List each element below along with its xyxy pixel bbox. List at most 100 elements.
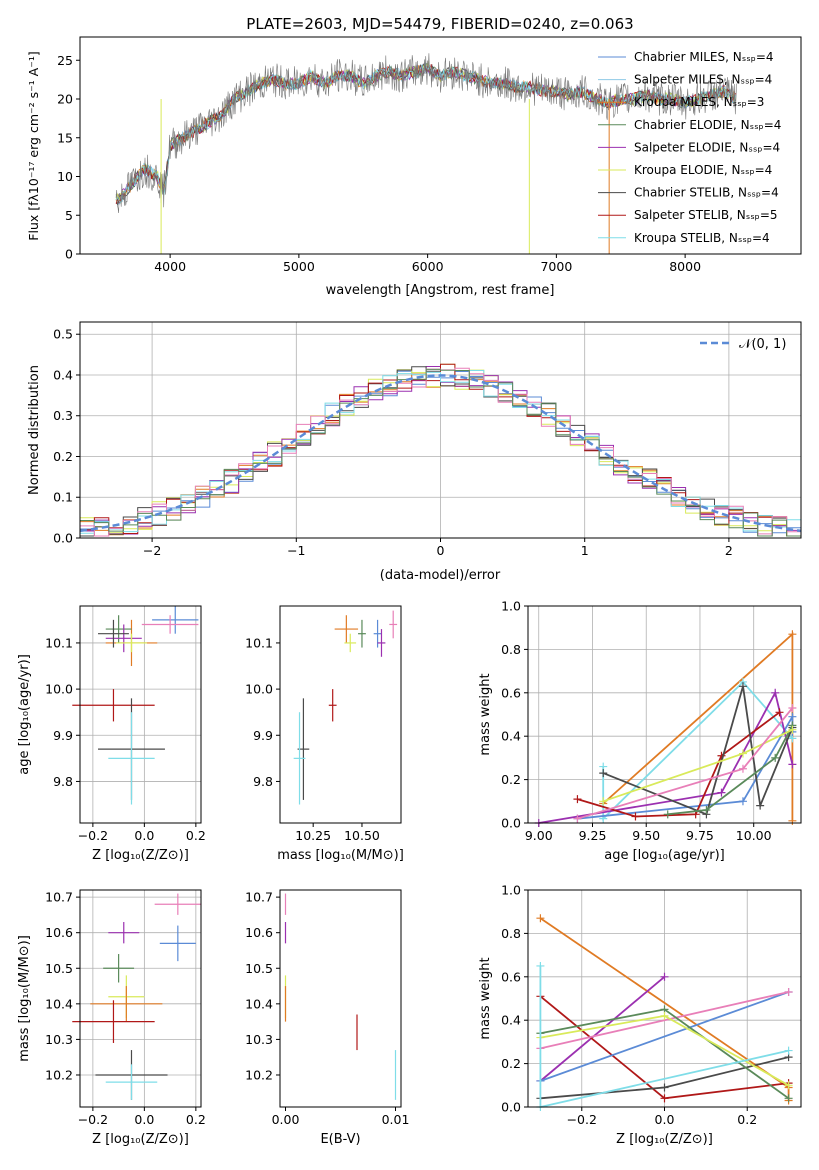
mass-weight-vs-age-panel: 9.00 9.25 9.50 9.75 10.00 0.0 0.2 0.4 0.6 0.8 1.0 a… — [478, 599, 802, 863]
y-tick-label: 10.0 — [245, 682, 273, 697]
panel-xlabel: Z [log₁₀(Z/Z⊙)] — [92, 848, 189, 863]
x-tick-label: 8000 — [669, 259, 701, 274]
age-vs-mass-panel: 10.25 10.50 9.8 9.9 10.0 10.1 mass [log₁₀(M/M⊙… — [245, 605, 404, 863]
mass-weight-marker — [738, 797, 747, 806]
x-tick-label: 5000 — [283, 259, 315, 274]
mass-weight-marker — [784, 1081, 793, 1090]
x-tick-label: −0.2 — [78, 828, 108, 843]
mass-weight-marker — [599, 769, 608, 778]
mass-weight-marker — [717, 788, 726, 797]
y-tick-label: 0.6 — [501, 969, 521, 984]
model-spectrum-line — [115, 64, 736, 205]
legend-entry: Salpeter MILES, Nₛₛₚ=4 — [634, 73, 772, 87]
spectrum-ylabel: Flux [fλ10⁻¹⁷ erg cm⁻² s⁻¹ A⁻¹] — [26, 51, 41, 240]
spectrum-frame — [79, 36, 802, 255]
panel-xlabel: Z [log₁₀(Z/Z⊙)] — [92, 1132, 189, 1147]
y-tick-label: 0 — [65, 247, 73, 262]
x-tick-label: 4000 — [154, 259, 186, 274]
mass-weight-line — [602, 632, 794, 821]
x-tick-label: −0.2 — [567, 1112, 597, 1127]
data-spectrum-line — [115, 53, 737, 214]
y-tick-label: 0.3 — [53, 408, 73, 423]
spectrum-title: PLATE=2603, MJD=54479, FIBERID=0240, z=0… — [246, 15, 633, 33]
mass-weight-marker — [660, 1083, 669, 1092]
y-tick-label: 9.9 — [253, 728, 273, 743]
y-tick-label: 9.8 — [53, 774, 73, 789]
y-tick-label: 0.2 — [53, 449, 73, 464]
x-tick-label: 1 — [581, 543, 589, 558]
x-tick-label: 9.00 — [525, 828, 553, 843]
x-tick-label: 0.01 — [382, 1112, 410, 1127]
y-tick-label: 10.5 — [245, 961, 273, 976]
x-tick-label: 10.50 — [344, 828, 380, 843]
y-tick-label: 10.4 — [245, 996, 273, 1011]
panel-frame — [527, 605, 802, 824]
panel-xlabel: mass [log₁₀(M/M⊙)] — [277, 848, 404, 863]
mass-weight-marker — [788, 712, 797, 721]
x-tick-label: 9.75 — [686, 828, 714, 843]
mass-weight-line — [540, 991, 789, 1050]
y-tick-label: 0.4 — [501, 1013, 521, 1028]
panel-ylabel: mass [log₁₀(M/M⊙)] — [17, 935, 32, 1062]
legend-entry: Kroupa MILES, Nₛₛₚ=3 — [634, 95, 764, 109]
x-tick-label: 0.0 — [134, 828, 154, 843]
y-tick-label: 10.4 — [45, 996, 73, 1011]
mass-weight-line — [540, 991, 789, 1082]
mass-weight-marker — [660, 1094, 669, 1103]
mass-weight-marker — [788, 725, 797, 734]
y-tick-label: 0.2 — [501, 1056, 521, 1071]
y-tick-label: 0.0 — [53, 531, 73, 546]
x-tick-label: −2 — [143, 543, 161, 558]
mass-weight-marker — [573, 814, 582, 823]
mass-weight-marker — [573, 795, 582, 804]
mass-weight-marker — [631, 812, 640, 821]
panel-frame — [279, 889, 402, 1108]
y-tick-label: 9.8 — [253, 774, 273, 789]
x-tick-label: 7000 — [540, 259, 572, 274]
y-tick-label: 9.9 — [53, 728, 73, 743]
mass-weight-marker — [775, 708, 784, 717]
panel-frame — [79, 605, 202, 824]
x-tick-label: 9.25 — [579, 828, 607, 843]
y-tick-label: 10.0 — [45, 682, 73, 697]
x-tick-label: 0.2 — [186, 828, 206, 843]
panel-ylabel: mass weight — [478, 957, 493, 1039]
y-tick-label: 0.8 — [501, 926, 521, 941]
x-tick-label: −1 — [287, 543, 305, 558]
mass-weight-marker — [756, 801, 765, 810]
y-tick-label: 10.6 — [45, 925, 73, 940]
panel-ylabel: age [log₁₀(age/yr)] — [17, 654, 32, 775]
histogram-plot-area: −2 −1 0 1 2 0.0 0.1 0.2 0.3 0.4 0.5 — [53, 322, 802, 558]
y-tick-label: 0.6 — [501, 685, 521, 700]
x-tick-label: 9.50 — [632, 828, 660, 843]
y-tick-label: 10.5 — [45, 961, 73, 976]
spectrum-legend: Chabrier MILES, Nₛₛₚ=4 Salpeter MILES, Nₛ… — [598, 50, 781, 245]
mass-weight-line — [602, 680, 794, 821]
x-tick-label: 6000 — [412, 259, 444, 274]
mass-weight-marker — [738, 682, 747, 691]
y-tick-label: 0.1 — [53, 490, 73, 505]
x-tick-label: 0.2 — [186, 1112, 206, 1127]
legend-entry: Kroupa STELIB, Nₛₛₚ=4 — [634, 231, 770, 245]
mass-weight-marker — [784, 1094, 793, 1103]
panel-frame — [79, 889, 202, 1108]
mass-weight-marker — [784, 987, 793, 996]
y-tick-label: 10.3 — [245, 1032, 273, 1047]
spectrum-panel: PLATE=2603, MJD=54479, FIBERID=0240, z=0… — [26, 15, 802, 298]
legend-entry: Kroupa ELODIE, Nₛₛₚ=4 — [634, 163, 772, 177]
mass-weight-vs-z-panel: −0.2 0.0 0.2 0.0 0.2 0.4 0.6 0.8 1.0 Z [log₁₀(Z/Z… — [478, 883, 802, 1147]
hist-xlabel: (data-model)/error — [380, 568, 501, 583]
mass-weight-marker — [771, 688, 780, 697]
x-tick-label: 10.25 — [295, 828, 331, 843]
panel-xlabel: age [log₁₀(age/yr)] — [604, 848, 725, 863]
histogram-frame — [79, 321, 802, 539]
legend-entry: Salpeter STELIB, Nₛₛₚ=5 — [634, 208, 778, 222]
mass-weight-marker — [738, 749, 747, 758]
histogram-step-line — [80, 370, 801, 534]
x-tick-label: −0.2 — [78, 1112, 108, 1127]
panel-xlabel: Z [log₁₀(Z/Z⊙)] — [616, 1132, 713, 1147]
gaussian-legend-label: 𝒩(0, 1) — [739, 337, 786, 352]
y-tick-label: 10.7 — [45, 890, 73, 905]
y-tick-label: 1.0 — [501, 599, 521, 614]
